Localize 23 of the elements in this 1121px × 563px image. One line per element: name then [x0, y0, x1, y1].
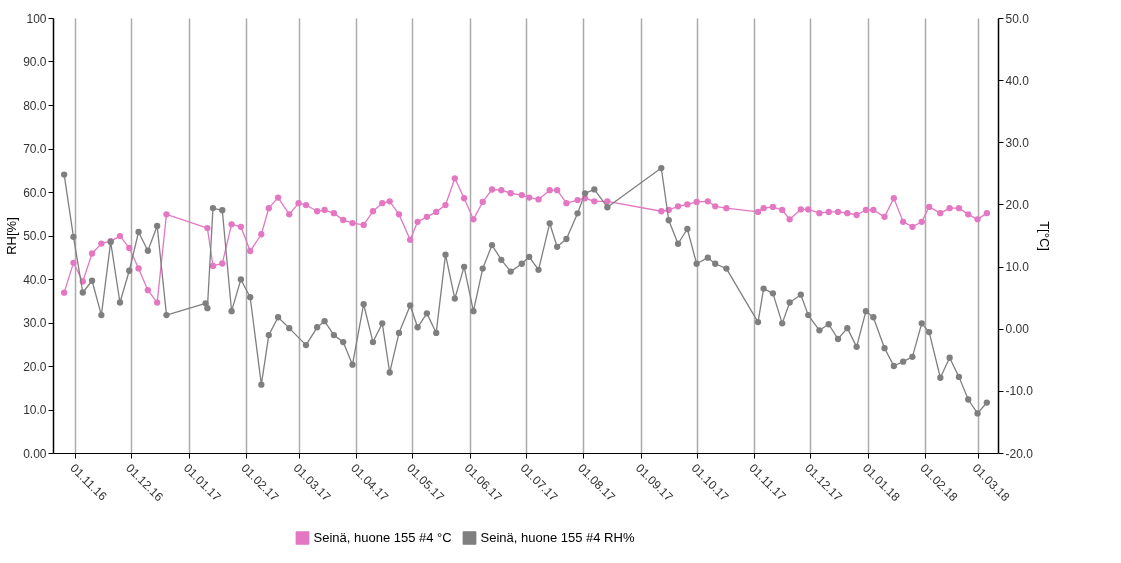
y2-tick-label: 40.0 — [1005, 73, 1030, 88]
legend-label: Seinä, huone 155 #4 °C — [313, 530, 452, 545]
legend-label: Seinä, huone 155 #4 RH% — [480, 530, 635, 545]
y-tick-label: 10.0 — [23, 403, 47, 417]
y2-tick-label: 50.0 — [1005, 11, 1030, 26]
y-tick-label: 100 — [26, 11, 47, 26]
y-tick-label: 70.0 — [23, 142, 47, 156]
y-tick-label: 0.00 — [23, 446, 47, 461]
y-axis-title: RH[%] — [4, 217, 20, 255]
y2-tick-label: -20.0 — [1005, 446, 1034, 461]
y-tick-label: 20.0 — [23, 359, 47, 374]
y-tick-label: 80.0 — [23, 98, 47, 113]
y2-tick-label: -10.0 — [1005, 384, 1034, 399]
y-tick-label: 40.0 — [23, 272, 47, 287]
y-tick-label: 50.0 — [23, 229, 47, 243]
y2-tick-label: 10.0 — [1005, 260, 1030, 275]
y2-tick-label: 30.0 — [1005, 135, 1030, 150]
y2-axis-title: T[°C] — [1036, 221, 1052, 251]
y-tick-label: 60.0 — [23, 185, 47, 200]
y2-tick-label: 0.00 — [1005, 322, 1030, 337]
y-tick-label: 30.0 — [23, 316, 47, 330]
y-tick-label: 90.0 — [23, 55, 47, 69]
y2-tick-label: 20.0 — [1005, 197, 1030, 212]
